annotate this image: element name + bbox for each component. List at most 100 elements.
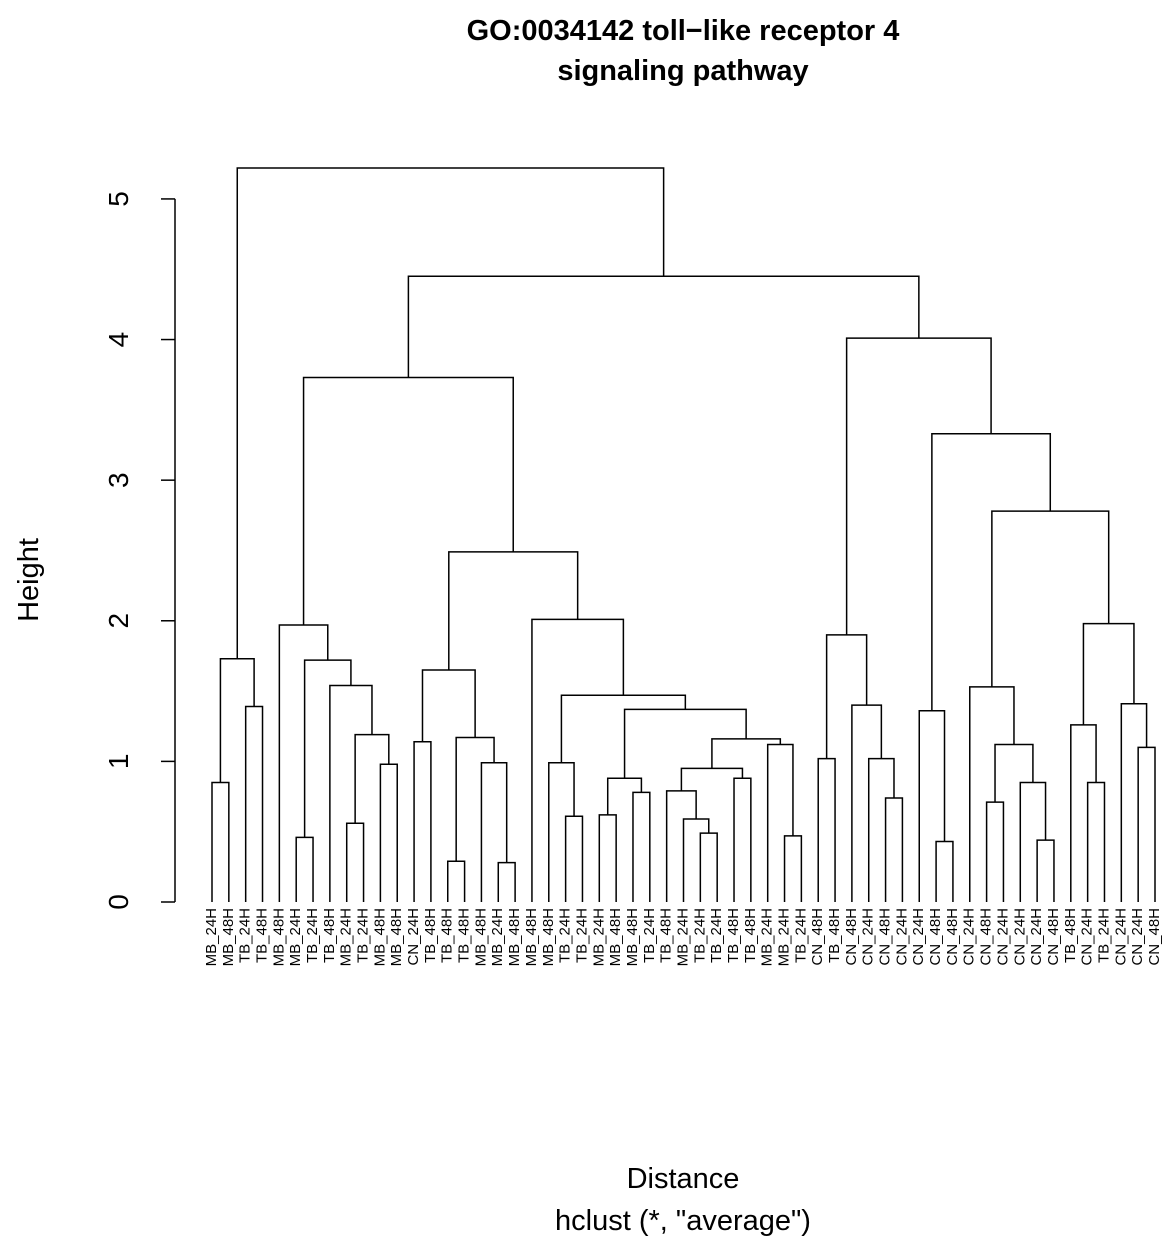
leaf-label: MB_24H bbox=[776, 908, 793, 966]
link bbox=[1120, 702, 1148, 902]
link bbox=[303, 659, 352, 838]
leaf-label: TB_48H bbox=[253, 908, 270, 963]
leaf-label: CN_24H bbox=[1011, 908, 1028, 966]
leaf-label: TB_24H bbox=[1095, 908, 1112, 963]
link bbox=[345, 822, 365, 902]
leaf-label: TB_24H bbox=[641, 908, 658, 963]
link bbox=[448, 551, 579, 670]
leaf-label: MB_48H bbox=[523, 908, 540, 966]
leaf-label: MB_24H bbox=[674, 908, 691, 966]
link bbox=[295, 836, 314, 902]
link bbox=[783, 835, 803, 902]
y-tick-label: 3 bbox=[103, 472, 134, 488]
leaf-label: TB_24H bbox=[304, 908, 321, 963]
link bbox=[278, 624, 329, 902]
link bbox=[1137, 746, 1156, 902]
link bbox=[1019, 781, 1047, 902]
leaf-label: MB_24H bbox=[203, 908, 220, 966]
link bbox=[867, 757, 895, 902]
leaf-label: CN_24H bbox=[1129, 908, 1146, 966]
link bbox=[548, 762, 575, 902]
y-tick-label: 5 bbox=[103, 191, 134, 207]
leaf-label: CN_48H bbox=[927, 908, 944, 966]
link bbox=[918, 710, 946, 902]
link bbox=[379, 763, 398, 902]
link bbox=[733, 777, 752, 902]
leaf-label: MB_48H bbox=[220, 908, 237, 966]
leaf-label: CN_48H bbox=[1045, 908, 1062, 966]
link bbox=[447, 860, 466, 902]
link bbox=[665, 790, 697, 902]
link bbox=[236, 167, 665, 659]
leaf-label: TB_24H bbox=[237, 908, 254, 963]
leaf-label: CN_24H bbox=[893, 908, 910, 966]
leaf-label: CN_48H bbox=[843, 908, 860, 966]
leaf-label: CN_48H bbox=[944, 908, 961, 966]
leaf-label: TB_48H bbox=[826, 908, 843, 963]
link bbox=[884, 797, 904, 902]
leaf-label: TB_24H bbox=[792, 908, 809, 963]
leaf-label: TB_24H bbox=[573, 908, 590, 963]
leaf-label: CN_48H bbox=[1146, 908, 1163, 966]
link bbox=[711, 738, 782, 769]
leaf-label: MB_48H bbox=[506, 908, 523, 966]
link bbox=[606, 777, 643, 815]
leaf-label: TB_48H bbox=[742, 908, 759, 963]
leaf-label: MB_24H bbox=[489, 908, 506, 966]
leaf-label: CN_24H bbox=[1079, 908, 1096, 966]
leaf-label: MB_48H bbox=[540, 908, 557, 966]
leaf-label: TB_48H bbox=[658, 908, 675, 963]
link bbox=[1036, 839, 1055, 902]
y-tick-label: 0 bbox=[103, 894, 134, 910]
link bbox=[455, 736, 495, 862]
link bbox=[817, 757, 836, 902]
link bbox=[531, 618, 625, 902]
link bbox=[564, 815, 584, 902]
link bbox=[302, 376, 514, 625]
subtitle: hclust (*, "average") bbox=[555, 1205, 811, 1237]
leaf-label: CN_48H bbox=[978, 908, 995, 966]
link bbox=[407, 275, 920, 378]
leaf-label: TB_24H bbox=[708, 908, 725, 963]
link bbox=[682, 818, 710, 902]
link bbox=[985, 801, 1005, 902]
leaf-label: MB_24H bbox=[759, 908, 776, 966]
link bbox=[1082, 622, 1135, 725]
link bbox=[931, 433, 1052, 711]
link bbox=[211, 781, 230, 902]
leaf-label: CN_48H bbox=[809, 908, 826, 966]
link bbox=[244, 705, 264, 902]
link bbox=[598, 814, 617, 902]
leaf-label: CN_24H bbox=[994, 908, 1011, 966]
leaf-label: MB_48H bbox=[371, 908, 388, 966]
link bbox=[699, 832, 718, 902]
leaf-label: MB_24H bbox=[590, 908, 607, 966]
leaf-label: CN_24H bbox=[961, 908, 978, 966]
chart-title: signaling pathway bbox=[557, 55, 808, 87]
y-tick-label: 4 bbox=[103, 332, 134, 348]
link bbox=[766, 743, 794, 902]
x-axis-label: Distance bbox=[627, 1163, 740, 1195]
link bbox=[825, 634, 868, 759]
link bbox=[680, 767, 744, 791]
link bbox=[560, 694, 687, 763]
link bbox=[632, 791, 651, 902]
y-tick-label: 2 bbox=[103, 613, 134, 629]
link bbox=[413, 740, 432, 902]
link bbox=[1070, 724, 1097, 902]
leaf-label: CN_48H bbox=[877, 908, 894, 966]
leaf-label: TB_24H bbox=[691, 908, 708, 963]
link bbox=[421, 669, 476, 742]
leaf-label: TB_48H bbox=[321, 908, 338, 963]
link bbox=[219, 657, 255, 783]
leaf-label: TB_48H bbox=[439, 908, 456, 963]
link bbox=[991, 510, 1110, 687]
y-axis-label: Height bbox=[13, 538, 45, 622]
leaf-label: MB_24H bbox=[338, 908, 355, 966]
leaf-label: TB_24H bbox=[557, 908, 574, 963]
leaf-label: TB_48H bbox=[422, 908, 439, 963]
link bbox=[935, 840, 954, 902]
leaf-label: MB_48H bbox=[388, 908, 405, 966]
leaf-label: TB_48H bbox=[725, 908, 742, 963]
leaf-label: TB_48H bbox=[1062, 908, 1079, 963]
